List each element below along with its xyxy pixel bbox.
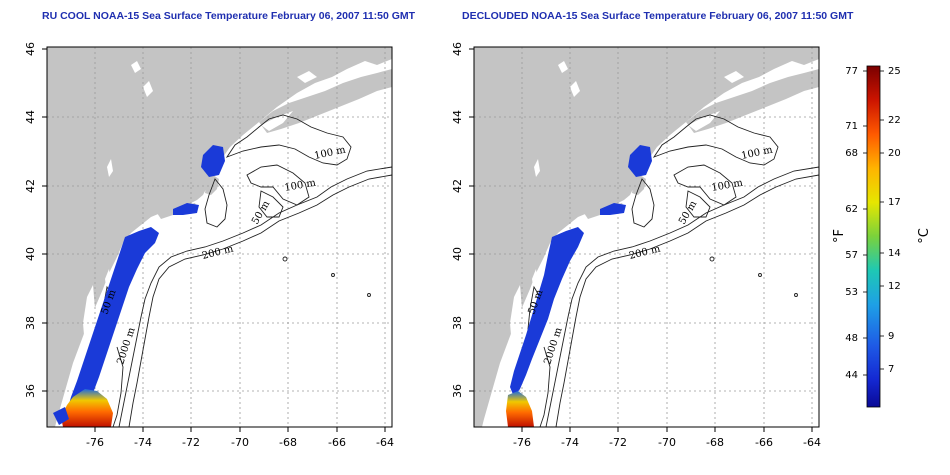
left-map-ticks: [42, 48, 386, 432]
left-lon-tick: -66: [328, 436, 346, 449]
left-lon-tick: -72: [182, 436, 200, 449]
right-map-frame: [473, 46, 820, 428]
left-lat-tick: 42: [24, 179, 37, 193]
right-lon-tick: -70: [658, 436, 676, 449]
right-lon-axis: -76 -74 -72 -70 -68 -66 -64: [513, 436, 821, 449]
colorbar-f-tick: 57: [845, 250, 858, 261]
colorbar: 77 71 68 62 57 53 48 44 25 22 20 17 14 1…: [832, 65, 932, 408]
colorbar-ramp: [866, 65, 881, 408]
left-lon-tick: -76: [86, 436, 104, 449]
colorbar-celsius-label: °C: [917, 228, 932, 244]
left-lon-tick: -70: [231, 436, 249, 449]
left-sst-coastal-band: [67, 227, 159, 417]
right-sst-longisland-band: [600, 203, 626, 215]
right-lon-tick: -64: [803, 436, 821, 449]
left-sst-map: 100 m 100 m 50 m 200 m 50 m 2000 m: [46, 46, 393, 428]
colorbar-c-tick: 14: [888, 248, 901, 259]
right-lon-tick: -68: [706, 436, 724, 449]
right-sst-capecod-patch: [628, 145, 652, 177]
left-sst-longisland-band: [173, 203, 199, 215]
right-lat-axis: 36 38 40 42 44 46: [451, 42, 464, 398]
right-map-ticks: [469, 48, 813, 432]
left-lat-tick: 46: [24, 42, 37, 56]
right-sst-map: 100 m 100 m 50 m 200 m 50 m 2000 m: [473, 46, 820, 428]
colorbar-f-tick: 48: [845, 333, 858, 344]
left-lon-axis: -76 -74 -72 -70 -68 -66 -64: [86, 436, 394, 449]
left-lon-tick: -64: [376, 436, 394, 449]
right-lat-tick: 40: [451, 247, 464, 261]
right-map-title: DECLOUDED NOAA-15 Sea Surface Temperatur…: [462, 10, 854, 22]
left-lat-tick: 40: [24, 247, 37, 261]
right-lon-tick: -72: [609, 436, 627, 449]
right-lat-tick: 36: [451, 384, 464, 398]
colorbar-c-tick: 17: [888, 197, 901, 208]
colorbar-f-tick: 68: [845, 148, 858, 159]
left-lat-tick: 36: [24, 384, 37, 398]
colorbar-c-tick: 12: [888, 281, 901, 292]
right-lat-tick: 44: [451, 110, 464, 124]
colorbar-f-tick: 53: [845, 287, 858, 298]
right-sst-coastal-band: [510, 227, 584, 397]
left-lat-tick: 44: [24, 110, 37, 124]
left-lon-tick: -68: [279, 436, 297, 449]
left-sst-gulfstream: [61, 389, 113, 427]
colorbar-f-tick: 77: [845, 66, 858, 77]
left-map-frame: [46, 46, 393, 428]
left-sst-southern-patch: [53, 407, 69, 425]
left-sst-capecod-patch: [201, 145, 225, 177]
right-lon-tick: -74: [561, 436, 579, 449]
left-map-title: RU COOL NOAA-15 Sea Surface Temperature …: [42, 10, 416, 22]
colorbar-c-tick: 9: [888, 331, 894, 342]
colorbar-c-tick: 22: [888, 115, 901, 126]
right-lon-tick: -66: [755, 436, 773, 449]
colorbar-c-tick: 20: [888, 148, 901, 159]
colorbar-f-tick: 71: [845, 121, 858, 132]
right-lat-tick: 42: [451, 179, 464, 193]
left-lat-tick: 38: [24, 316, 37, 330]
left-lon-tick: -74: [134, 436, 152, 449]
colorbar-f-tick: 44: [845, 370, 858, 381]
right-lon-tick: -76: [513, 436, 531, 449]
right-sst-gulfstream: [506, 391, 534, 427]
colorbar-f-tick: 62: [845, 204, 858, 215]
colorbar-c-tick: 25: [888, 66, 901, 77]
right-lat-tick: 38: [451, 316, 464, 330]
left-lat-axis: 36 38 40 42 44 46: [24, 42, 37, 398]
colorbar-c-tick: 7: [888, 364, 894, 375]
right-lat-tick: 46: [451, 42, 464, 56]
colorbar-fahrenheit-label: °F: [832, 229, 847, 243]
